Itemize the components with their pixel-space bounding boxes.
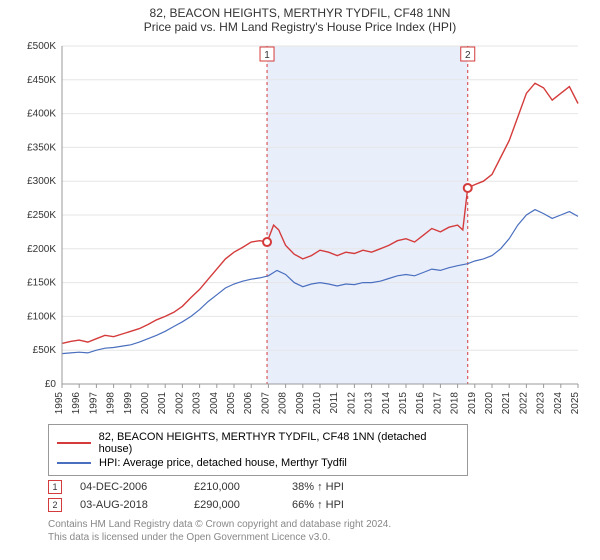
svg-text:2005: 2005 xyxy=(226,392,237,415)
svg-text:2016: 2016 xyxy=(415,392,426,415)
sale-row-2: 2 03-AUG-2018 £290,000 66% ↑ HPI xyxy=(48,498,590,512)
svg-text:2001: 2001 xyxy=(157,392,168,415)
svg-text:2024: 2024 xyxy=(553,392,564,415)
svg-text:£250K: £250K xyxy=(27,210,56,221)
svg-text:£50K: £50K xyxy=(33,345,57,356)
svg-text:2018: 2018 xyxy=(450,392,461,415)
svg-text:2017: 2017 xyxy=(432,392,443,415)
title-block: 82, BEACON HEIGHTS, MERTHYR TYDFIL, CF48… xyxy=(10,6,590,34)
svg-text:£350K: £350K xyxy=(27,142,56,153)
legend-row-hpi: HPI: Average price, detached house, Mert… xyxy=(57,457,459,469)
svg-text:2021: 2021 xyxy=(501,392,512,415)
svg-text:2006: 2006 xyxy=(243,392,254,415)
svg-text:2: 2 xyxy=(465,50,471,61)
sale-hpi-1: 38% ↑ HPI xyxy=(292,481,392,493)
svg-text:1998: 1998 xyxy=(106,392,117,415)
legend-swatch-price-paid xyxy=(57,442,91,444)
svg-text:£500K: £500K xyxy=(27,41,56,52)
svg-text:1: 1 xyxy=(264,50,270,61)
legend-label-hpi: HPI: Average price, detached house, Mert… xyxy=(99,457,347,469)
legend-row-price-paid: 82, BEACON HEIGHTS, MERTHYR TYDFIL, CF48… xyxy=(57,431,459,455)
svg-text:2007: 2007 xyxy=(260,392,271,415)
svg-text:2013: 2013 xyxy=(364,392,375,415)
svg-text:£450K: £450K xyxy=(27,75,56,86)
svg-text:£150K: £150K xyxy=(27,278,56,289)
svg-text:2009: 2009 xyxy=(295,392,306,415)
chart-svg: £0 £50K £100K £150K £200K £250K £300K £350K £400… xyxy=(10,38,590,418)
sale-price-2: £290,000 xyxy=(194,499,274,511)
svg-text:£0: £0 xyxy=(45,379,57,390)
sale-rows: 1 04-DEC-2006 £210,000 38% ↑ HPI 2 03-AU… xyxy=(48,480,590,512)
sale-date-2: 03-AUG-2018 xyxy=(80,499,176,511)
svg-text:2010: 2010 xyxy=(312,392,323,415)
svg-text:2012: 2012 xyxy=(346,392,357,415)
svg-text:2002: 2002 xyxy=(174,392,185,415)
sale-price-1: £210,000 xyxy=(194,481,274,493)
svg-text:£400K: £400K xyxy=(27,109,56,120)
svg-text:£100K: £100K xyxy=(27,311,56,322)
svg-text:2015: 2015 xyxy=(398,392,409,415)
svg-text:£300K: £300K xyxy=(27,176,56,187)
sale-hpi-2: 66% ↑ HPI xyxy=(292,499,392,511)
svg-text:2004: 2004 xyxy=(209,392,220,415)
svg-text:2023: 2023 xyxy=(536,392,547,415)
svg-text:2020: 2020 xyxy=(484,392,495,415)
title-sub: Price paid vs. HM Land Registry's House … xyxy=(10,20,590,34)
sale-marker-1: 1 xyxy=(48,480,62,494)
svg-text:2022: 2022 xyxy=(518,392,529,415)
chart-container: 82, BEACON HEIGHTS, MERTHYR TYDFIL, CF48… xyxy=(0,0,600,560)
svg-text:1999: 1999 xyxy=(123,392,134,415)
sale-marker-2: 2 xyxy=(48,498,62,512)
sale-row-1: 1 04-DEC-2006 £210,000 38% ↑ HPI xyxy=(48,480,590,494)
svg-text:2008: 2008 xyxy=(278,392,289,415)
footer-line-1: Contains HM Land Registry data © Crown c… xyxy=(48,518,590,531)
svg-text:2025: 2025 xyxy=(570,392,581,415)
svg-text:2000: 2000 xyxy=(140,392,151,415)
chart-area: £0 £50K £100K £150K £200K £250K £300K £350K £400… xyxy=(10,38,590,418)
svg-text:1995: 1995 xyxy=(54,392,65,415)
sale-date-1: 04-DEC-2006 xyxy=(80,481,176,493)
svg-text:2019: 2019 xyxy=(467,392,478,415)
svg-text:2011: 2011 xyxy=(329,392,340,414)
legend-box: 82, BEACON HEIGHTS, MERTHYR TYDFIL, CF48… xyxy=(48,424,468,476)
title-main: 82, BEACON HEIGHTS, MERTHYR TYDFIL, CF48… xyxy=(10,6,590,20)
legend-label-price-paid: 82, BEACON HEIGHTS, MERTHYR TYDFIL, CF48… xyxy=(99,431,459,455)
svg-text:2003: 2003 xyxy=(192,392,203,415)
svg-text:1997: 1997 xyxy=(88,392,99,415)
svg-text:2014: 2014 xyxy=(381,392,392,415)
footer-line-2: This data is licensed under the Open Gov… xyxy=(48,531,590,544)
footer: Contains HM Land Registry data © Crown c… xyxy=(48,518,590,544)
legend-swatch-hpi xyxy=(57,462,91,464)
svg-text:£200K: £200K xyxy=(27,244,56,255)
svg-text:1996: 1996 xyxy=(71,392,82,415)
